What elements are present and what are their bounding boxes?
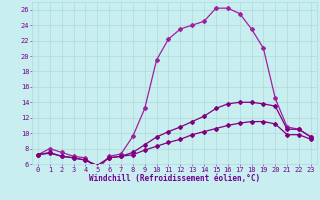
X-axis label: Windchill (Refroidissement éolien,°C): Windchill (Refroidissement éolien,°C): [89, 174, 260, 183]
